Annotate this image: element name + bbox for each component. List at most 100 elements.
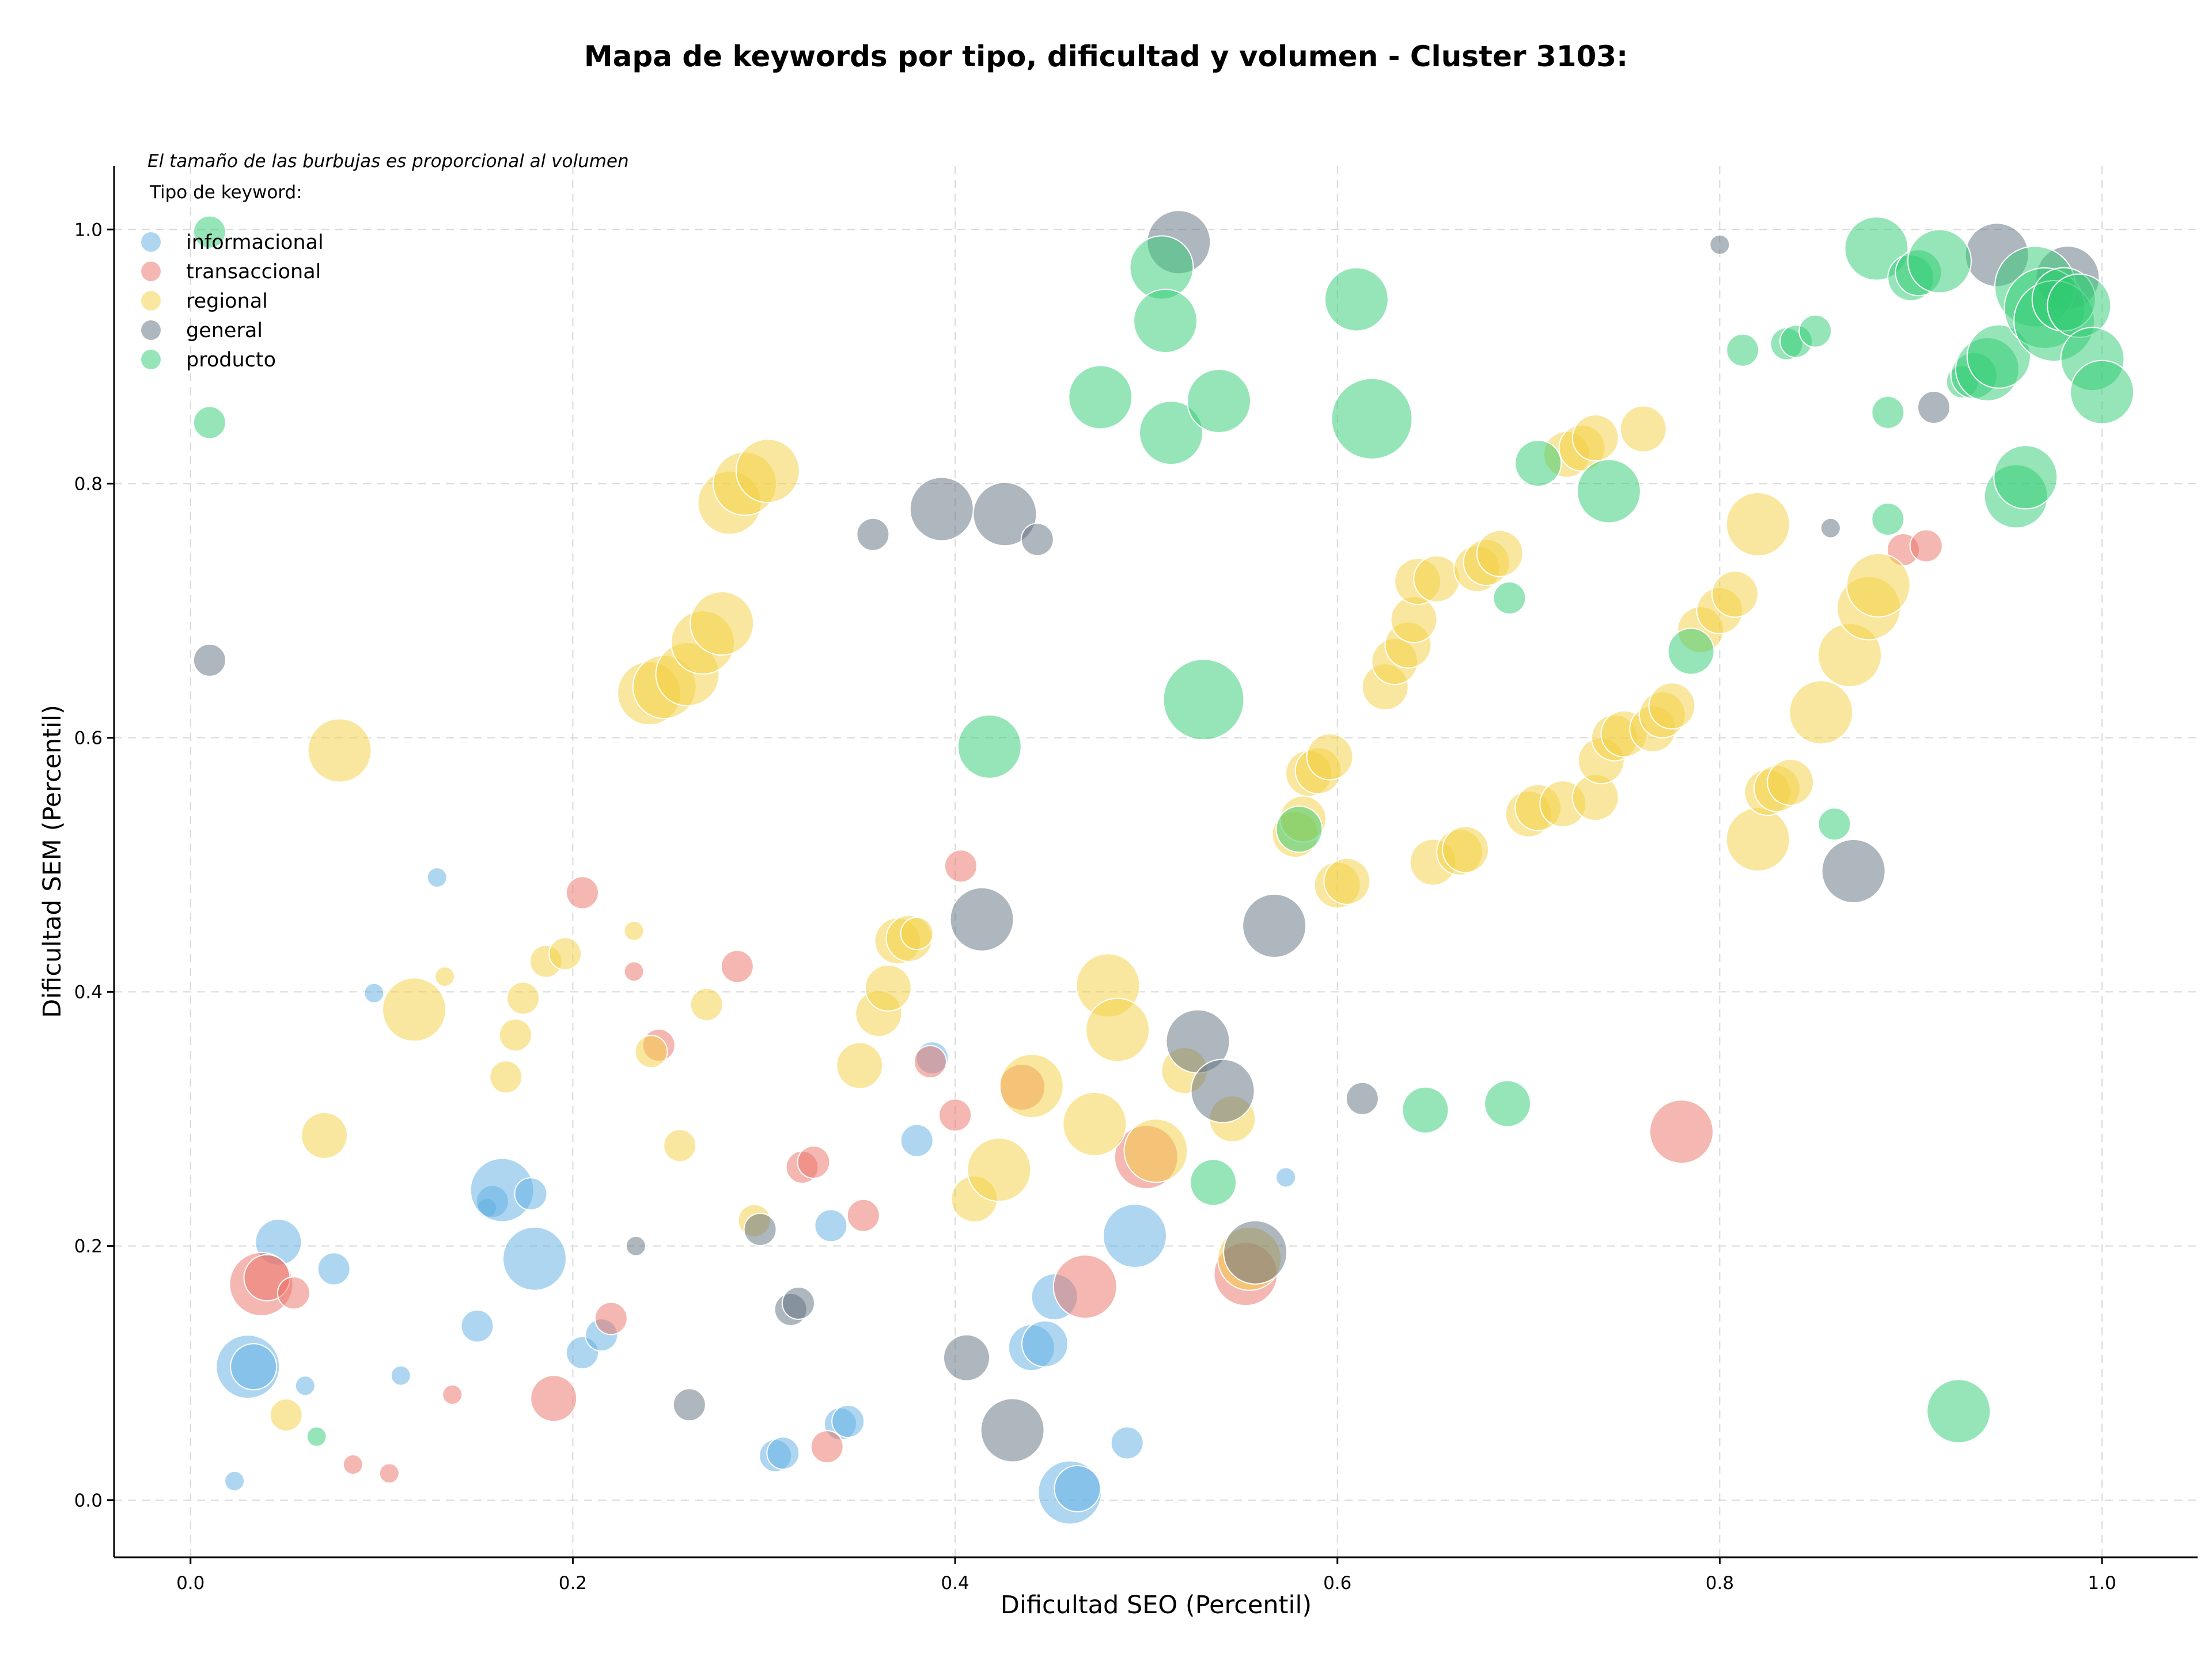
- bubble-general: [856, 517, 890, 551]
- bubble-general: [909, 476, 974, 542]
- bubble-general: [943, 1334, 990, 1382]
- legend-label-informacional: informacional: [186, 231, 324, 254]
- bubble-regional: [1619, 405, 1667, 453]
- bubble-informacional: [814, 1209, 848, 1243]
- bubble-informacional: [1021, 1320, 1069, 1368]
- bubble-general: [1917, 391, 1951, 424]
- bubble-producto: [1817, 807, 1851, 841]
- series-producto: [192, 215, 2135, 1447]
- bubble-informacional: [900, 1123, 934, 1157]
- bubble-producto: [1162, 659, 1245, 741]
- bubble-informacional: [1103, 1204, 1167, 1268]
- bubble-producto: [1331, 377, 1413, 460]
- bubble-informacional: [390, 1365, 411, 1386]
- series-transaccional: [229, 529, 1943, 1484]
- y-tick-label: 0.2: [74, 1236, 103, 1257]
- bubble-informacional: [1275, 1167, 1297, 1188]
- bubble-regional: [1725, 491, 1790, 557]
- bubble-informacional: [224, 1470, 245, 1492]
- bubble-producto: [1993, 445, 2058, 510]
- bubble-producto: [1907, 229, 1972, 294]
- bubble-regional: [269, 1398, 303, 1432]
- bubble-producto: [1484, 1080, 1532, 1127]
- bubble-producto: [1187, 369, 1251, 433]
- bubble-producto: [1324, 267, 1389, 332]
- bubble-producto: [192, 215, 226, 249]
- bubble-transaccional: [442, 1384, 463, 1405]
- bubble-general: [972, 482, 1037, 547]
- bubble-producto: [1576, 459, 1641, 524]
- bubble-regional: [623, 920, 645, 941]
- bubble-regional: [434, 966, 456, 987]
- legend-marker-informacional: [141, 232, 161, 252]
- axes: [113, 166, 2198, 1558]
- bubble-regional: [1476, 529, 1524, 577]
- x-tick-label: 0.6: [1323, 1573, 1351, 1594]
- bubble-informacional: [363, 982, 385, 1004]
- bubble-informacional: [426, 867, 448, 888]
- bubble-producto: [1667, 627, 1715, 675]
- bubble-transaccional: [938, 1098, 972, 1132]
- legend-marker-general: [141, 320, 161, 340]
- bubble-transaccional: [623, 961, 645, 982]
- y-tick-label: 0.8: [74, 474, 103, 494]
- bubble-producto: [1798, 314, 1832, 348]
- bubble-transaccional: [530, 1375, 578, 1422]
- bubble-transaccional: [276, 1276, 310, 1310]
- bubble-regional: [1767, 758, 1815, 806]
- legend-marker-regional: [141, 291, 161, 311]
- series-regional: [269, 405, 1911, 1432]
- x-tick-label: 0.4: [941, 1573, 969, 1594]
- bubble-informacional: [1054, 1465, 1101, 1512]
- bubble-regional: [690, 591, 755, 656]
- bubble-regional: [1442, 826, 1490, 873]
- bubble-transaccional: [566, 876, 599, 910]
- bubble-producto: [1402, 1086, 1449, 1134]
- bubble-producto: [192, 406, 226, 440]
- legend-label-producto: producto: [186, 349, 276, 372]
- bubble-informacional: [460, 1309, 494, 1343]
- chart-title: Mapa de keywords por tipo, dificultad y …: [584, 40, 1628, 73]
- bubble-regional: [735, 438, 800, 504]
- bubble-general: [949, 887, 1014, 952]
- bubble-producto: [1133, 289, 1198, 354]
- bubble-general: [192, 643, 226, 677]
- x-tick-label: 1.0: [2088, 1573, 2116, 1594]
- bubble-producto: [2070, 360, 2135, 425]
- bubble-producto: [1726, 333, 1760, 367]
- bubble-general: [782, 1286, 815, 1320]
- grid-lines: [114, 166, 2198, 1557]
- bubble-general: [1020, 523, 1054, 557]
- legend: Tipo de keyword: informacional transaccio…: [141, 182, 324, 372]
- bubble-regional: [489, 1060, 523, 1094]
- bubble-informacional: [514, 1177, 548, 1211]
- legend-marker-transaccional: [141, 262, 161, 281]
- legend-marker-producto: [141, 350, 161, 369]
- bubble-producto: [1190, 1159, 1237, 1206]
- bubble-regional: [1846, 553, 1911, 618]
- bubble-producto: [1514, 440, 1562, 487]
- bubble-producto: [1871, 395, 1905, 429]
- bubble-informacional: [831, 1405, 865, 1438]
- bubble-producto: [2047, 273, 2112, 338]
- bubble-regional: [1648, 682, 1696, 730]
- legend-label-regional: regional: [186, 290, 268, 313]
- bubble-producto: [1068, 365, 1133, 430]
- x-tick-label: 0.0: [176, 1573, 204, 1594]
- bubble-transaccional: [378, 1463, 400, 1484]
- bubble-transaccional: [342, 1454, 363, 1475]
- bubble-regional: [864, 964, 912, 1012]
- bubble-layer: [192, 210, 2135, 1525]
- bubble-producto: [1493, 581, 1527, 615]
- y-tick-label: 0.0: [74, 1490, 103, 1511]
- bubble-producto: [1871, 502, 1905, 536]
- bubble-regional: [900, 917, 934, 951]
- bubble-regional: [548, 937, 582, 971]
- bubble-informacional: [317, 1252, 351, 1286]
- bubble-informacional: [1110, 1426, 1144, 1460]
- legend-label-general: general: [186, 319, 263, 342]
- bubble-regional: [836, 1042, 884, 1089]
- bubble-regional: [506, 981, 540, 1015]
- bubble-producto: [1966, 324, 2031, 389]
- bubble-regional: [999, 1053, 1064, 1118]
